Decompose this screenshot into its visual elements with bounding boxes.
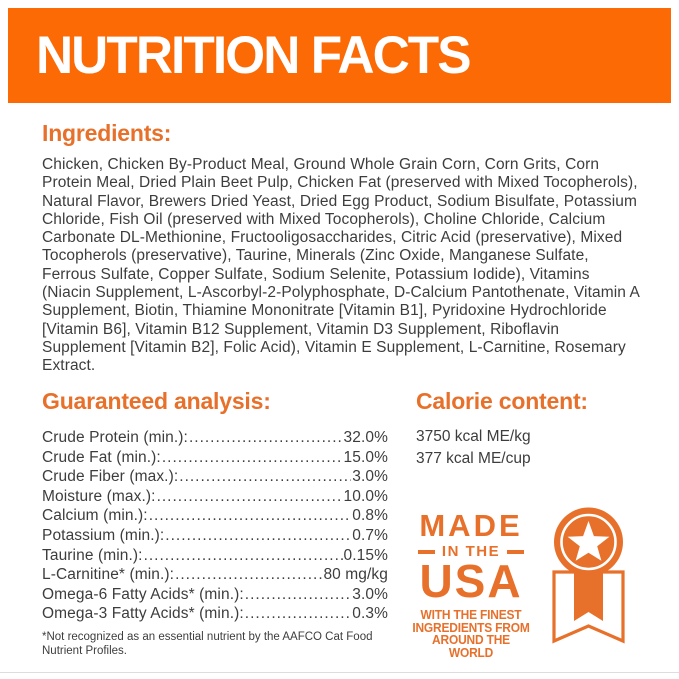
- tagline-line: AROUND THE WORLD: [432, 632, 510, 661]
- analysis-label: Crude Protein (min.):: [42, 429, 188, 446]
- dot-leader: ........................................…: [148, 507, 352, 525]
- dash-line: [417, 549, 435, 554]
- analysis-row: Taurine (min.):.........................…: [42, 546, 388, 566]
- analysis-value: 80 mg/kg: [323, 566, 388, 584]
- analysis-label: Taurine (min.):: [42, 546, 143, 564]
- analysis-label: Crude Fiber (max.):: [42, 468, 179, 486]
- analysis-value: 3.0%: [352, 585, 388, 603]
- badge-tagline: WITH THE FINEST INGREDIENTS FROM AROUND …: [412, 607, 530, 661]
- analysis-label: Omega-3 Fatty Acids* (min.):: [42, 605, 244, 623]
- analysis-label: Omega-6 Fatty Acids* (min.):: [42, 585, 244, 603]
- guaranteed-analysis-heading: Guaranteed analysis:: [42, 388, 271, 414]
- analysis-row: Omega-6 Fatty Acids* (min.):............…: [42, 585, 388, 605]
- analysis-row: L-Carnitine* (min.):....................…: [42, 565, 388, 585]
- analysis-row: Crude Fiber (max.):.....................…: [42, 467, 388, 487]
- dot-leader: ........................................…: [179, 468, 352, 486]
- dot-leader: ........................................…: [244, 585, 352, 603]
- ingredients-heading: Ingredients:: [42, 120, 172, 146]
- dot-leader: ........................................…: [188, 429, 343, 446]
- analysis-value: 0.15%: [343, 546, 388, 564]
- analysis-value: 15.0%: [343, 448, 388, 466]
- guaranteed-analysis-section: Guaranteed analysis: Crude Protein (min.…: [42, 387, 388, 624]
- analysis-row: Crude Protein (min.):...................…: [42, 428, 388, 448]
- made-in-usa-text: MADE IN THE USA WITH THE FINEST INGREDIE…: [407, 503, 535, 660]
- calorie-content-section: Calorie content: 3750 kcal ME/kg 377 kca…: [416, 387, 646, 469]
- dot-leader: ........................................…: [165, 526, 352, 544]
- dash-line: [507, 549, 525, 554]
- footnote: *Not recognized as an essential nutrient…: [42, 631, 373, 657]
- analysis-row: Crude Fat (min.):.......................…: [42, 448, 388, 468]
- analysis-value: 0.7%: [352, 526, 388, 544]
- calorie-line-cup: 377 kcal ME/cup: [416, 449, 531, 467]
- analysis-row: Moisture (max.):........................…: [42, 487, 388, 507]
- analysis-value: 0.8%: [352, 507, 388, 525]
- badge-in-the-row: IN THE: [407, 544, 535, 559]
- analysis-label: L-Carnitine* (min.):: [42, 566, 175, 584]
- ingredients-text: Chicken, Chicken By-Product Meal, Ground…: [42, 156, 640, 375]
- calorie-line-kg: 3750 kcal ME/kg: [416, 428, 531, 445]
- tagline-line: INGREDIENTS FROM: [412, 619, 530, 635]
- analysis-value: 32.0%: [343, 429, 388, 446]
- analysis-label: Potassium (min.):: [42, 526, 165, 544]
- analysis-label: Moisture (max.):: [42, 487, 156, 505]
- analysis-table: Crude Protein (min.):...................…: [42, 428, 388, 624]
- dot-leader: ........................................…: [244, 605, 352, 623]
- calorie-lines: 3750 kcal ME/kg 377 kcal ME/cup: [416, 426, 646, 469]
- analysis-row: Omega-3 Fatty Acids* (min.):............…: [42, 604, 388, 624]
- page-title: NUTRITION FACTS: [36, 26, 472, 85]
- analysis-value: 3.0%: [352, 468, 388, 486]
- dot-leader: ........................................…: [143, 546, 343, 564]
- dot-leader: ........................................…: [161, 448, 343, 466]
- tagline-line: WITH THE FINEST: [420, 607, 522, 622]
- analysis-value: 0.3%: [352, 605, 388, 623]
- analysis-label: Crude Fat (min.):: [42, 448, 161, 466]
- analysis-row: Calcium (min.):.........................…: [42, 506, 388, 526]
- dot-leader: ........................................…: [156, 487, 343, 505]
- made-in-usa-badge: MADE IN THE USA WITH THE FINEST INGREDIE…: [407, 503, 647, 660]
- dot-leader: ........................................…: [175, 566, 322, 584]
- analysis-value: 10.0%: [343, 487, 388, 505]
- header-bar: NUTRITION FACTS: [8, 8, 671, 103]
- badge-made-label: MADE: [419, 508, 523, 543]
- star-ribbon-icon: [552, 507, 625, 644]
- analysis-row: Potassium (min.):.......................…: [42, 526, 388, 546]
- ingredients-section: Ingredients: Chicken, Chicken By-Product…: [42, 119, 640, 376]
- badge-in-the-label: IN THE: [441, 543, 501, 560]
- label-bottom-edge: [0, 672, 679, 673]
- analysis-label: Calcium (min.):: [42, 507, 148, 525]
- badge-usa-label: USA: [419, 555, 523, 607]
- calorie-content-heading: Calorie content:: [416, 388, 588, 414]
